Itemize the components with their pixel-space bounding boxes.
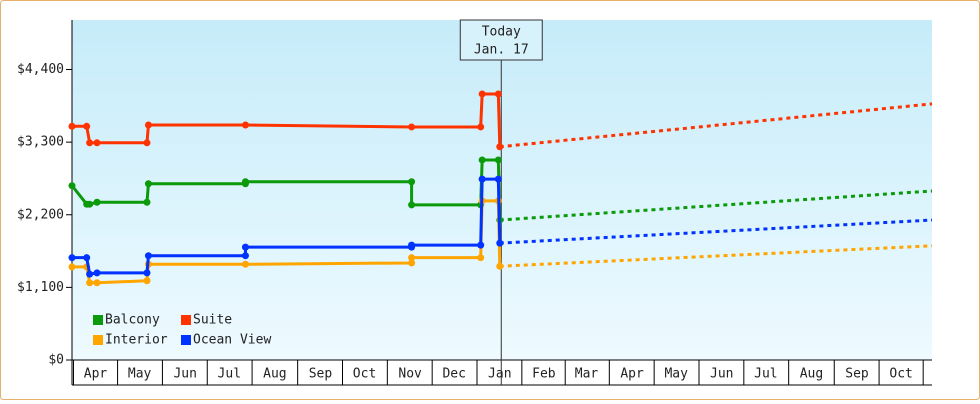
point: [93, 139, 101, 147]
x-tick-label: May: [128, 367, 152, 382]
point: [241, 252, 249, 260]
x-tick-label: Oct: [353, 367, 376, 382]
legend-label: Interior: [105, 333, 168, 348]
x-tick-label: Mar: [575, 367, 599, 382]
point: [68, 122, 76, 130]
point: [241, 243, 249, 251]
x-tick-label: Nov: [398, 367, 422, 382]
x-tick-label: Jul: [754, 367, 777, 382]
x-tick-label: Aug: [800, 367, 823, 382]
point: [477, 123, 485, 131]
point: [143, 139, 151, 147]
point: [143, 198, 151, 206]
point: [496, 143, 504, 151]
x-tick-label: Apr: [620, 367, 644, 382]
x-tick-label: Feb: [532, 367, 556, 382]
point: [93, 198, 101, 206]
point: [68, 263, 76, 271]
point: [408, 241, 416, 249]
point: [408, 254, 416, 262]
point: [83, 254, 91, 262]
point: [494, 175, 502, 183]
y-tick-label: $3,300: [17, 135, 64, 150]
point: [143, 277, 151, 285]
point: [68, 254, 76, 262]
point: [68, 182, 76, 190]
point: [494, 156, 502, 164]
x-tick-label: Jun: [173, 367, 196, 382]
legend-swatch: [181, 335, 191, 345]
legend-label: Balcony: [105, 313, 160, 328]
legend-swatch: [93, 335, 103, 345]
point: [408, 259, 416, 267]
legend-swatch: [93, 315, 103, 325]
y-tick-label: $1,100: [17, 280, 64, 295]
point: [477, 241, 485, 249]
point: [83, 122, 91, 130]
point: [408, 201, 416, 209]
point: [494, 90, 502, 98]
point: [144, 121, 152, 129]
point: [93, 279, 101, 287]
point: [408, 123, 416, 131]
point: [93, 269, 101, 277]
point: [86, 139, 94, 147]
point: [477, 254, 485, 262]
x-tick-label: May: [664, 367, 688, 382]
y-tick-label: $0: [48, 353, 64, 368]
point: [144, 180, 152, 188]
x-tick-label: Dec: [442, 367, 465, 382]
x-tick-label: Jun: [710, 367, 733, 382]
point: [86, 279, 94, 287]
x-tick-label: Oct: [889, 367, 912, 382]
point: [496, 239, 504, 247]
x-tick-label: Apr: [84, 367, 108, 382]
today-label: Today: [482, 25, 521, 40]
today-box: [459, 19, 543, 61]
plot-area: [72, 20, 932, 360]
point: [143, 269, 151, 277]
legend-label: Ocean View: [193, 333, 271, 348]
point: [478, 175, 486, 183]
point: [144, 252, 152, 260]
point: [86, 270, 94, 278]
x-tick-label: Jul: [218, 367, 241, 382]
x-tick-label: Aug: [263, 367, 286, 382]
x-tick-label: Sep: [309, 367, 333, 382]
point: [496, 262, 504, 270]
x-tick-label: Jan: [488, 367, 511, 382]
point: [241, 178, 249, 186]
point: [408, 178, 416, 186]
x-tick-label: Sep: [845, 367, 869, 382]
projection-line: [499, 244, 933, 268]
legend-swatch: [181, 315, 191, 325]
today-label: Jan. 17: [474, 43, 529, 58]
point: [478, 156, 486, 164]
projection-line: [499, 218, 933, 245]
point: [241, 121, 249, 129]
point: [478, 90, 486, 98]
y-tick-label: $2,200: [17, 207, 64, 222]
y-tick-label: $4,400: [17, 62, 64, 77]
point: [86, 200, 94, 208]
projection-line: [499, 102, 933, 149]
point: [241, 260, 249, 268]
projection-line: [499, 189, 933, 222]
legend-label: Suite: [193, 313, 232, 328]
